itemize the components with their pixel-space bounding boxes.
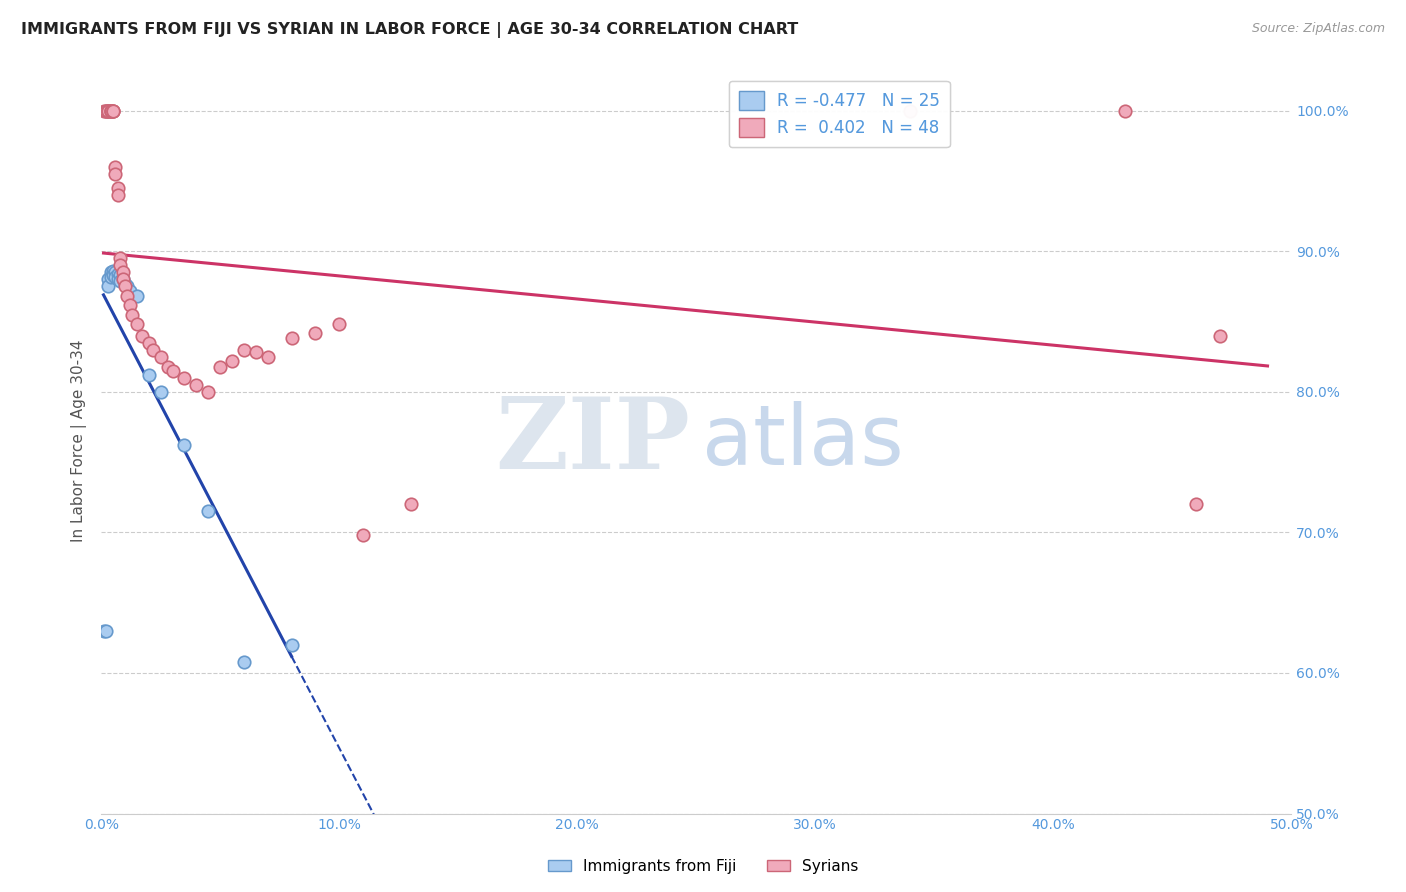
Point (107, 181, 129, 195)
Point (125, 289, 148, 303)
Point (101, 103, 124, 118)
Point (162, 364, 184, 378)
Point (1209, 328, 1232, 343)
Point (280, 638, 302, 652)
Point (101, 103, 124, 118)
Point (107, 267, 129, 281)
Point (94, 624, 117, 638)
Point (221, 354, 243, 368)
Point (125, 318, 148, 332)
Point (111, 272, 134, 286)
Point (197, 384, 219, 399)
Point (138, 335, 160, 350)
Point (245, 345, 267, 359)
Point (256, 350, 278, 364)
Point (100, 103, 122, 118)
Point (111, 265, 134, 279)
Point (1114, 103, 1136, 118)
Point (233, 655, 256, 669)
Point (107, 272, 129, 286)
Point (97, 103, 120, 118)
Point (97, 279, 120, 293)
Point (149, 384, 172, 399)
Point (108, 268, 131, 282)
Point (97, 103, 120, 118)
Point (1185, 497, 1208, 511)
Point (352, 528, 374, 542)
Point (97, 103, 120, 118)
Point (108, 252, 131, 266)
Text: atlas: atlas (702, 401, 904, 482)
Point (108, 274, 131, 288)
Point (156, 359, 179, 374)
Point (328, 318, 350, 332)
Point (101, 103, 124, 118)
Point (173, 438, 195, 452)
Y-axis label: In Labor Force | Age 30-34: In Labor Force | Age 30-34 (72, 340, 87, 542)
Point (209, 359, 232, 374)
Point (94, 103, 117, 118)
Point (111, 272, 134, 286)
Point (108, 258, 131, 272)
Point (104, 269, 127, 284)
Point (118, 298, 141, 312)
Point (142, 343, 165, 357)
Point (233, 343, 256, 357)
Point (104, 160, 127, 174)
Point (114, 279, 136, 293)
Point (197, 504, 219, 518)
Point (107, 188, 129, 202)
Point (173, 371, 195, 385)
Legend: Immigrants from Fiji, Syrians: Immigrants from Fiji, Syrians (541, 853, 865, 880)
Legend: R = -0.477   N = 25, R =  0.402   N = 48: R = -0.477 N = 25, R = 0.402 N = 48 (728, 80, 949, 147)
Point (93, 103, 115, 118)
Point (399, 497, 422, 511)
Point (114, 277, 136, 291)
Text: Source: ZipAtlas.com: Source: ZipAtlas.com (1251, 22, 1385, 36)
Point (101, 268, 124, 282)
Point (117, 279, 139, 293)
Point (100, 103, 122, 118)
Point (94, 103, 117, 118)
Point (900, 103, 922, 118)
Point (93, 624, 115, 638)
Point (104, 265, 127, 279)
Point (304, 326, 326, 340)
Text: ZIP: ZIP (495, 392, 690, 490)
Point (149, 350, 172, 364)
Point (101, 264, 124, 278)
Point (97, 272, 120, 286)
Point (131, 328, 153, 343)
Point (100, 265, 122, 279)
Text: IMMIGRANTS FROM FIJI VS SYRIAN IN LABOR FORCE | AGE 30-34 CORRELATION CHART: IMMIGRANTS FROM FIJI VS SYRIAN IN LABOR … (21, 22, 799, 38)
Point (117, 289, 139, 303)
Point (118, 284, 141, 298)
Point (280, 331, 302, 345)
Point (100, 103, 122, 118)
Point (104, 167, 127, 181)
Point (121, 308, 143, 322)
Point (186, 377, 208, 392)
Point (100, 269, 122, 284)
Point (138, 368, 160, 382)
